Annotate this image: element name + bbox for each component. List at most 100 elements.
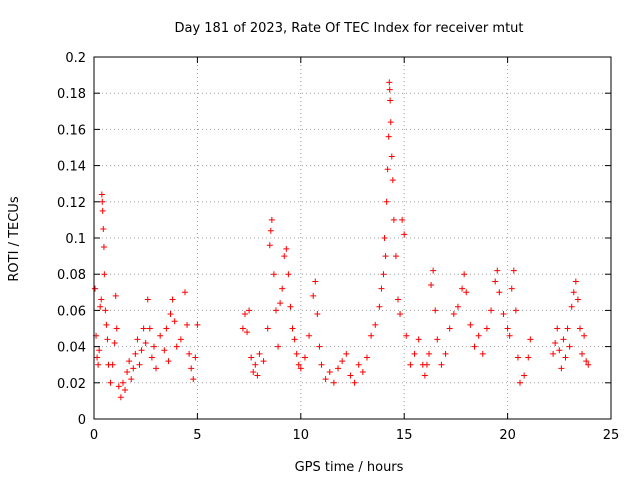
data-point: [572, 278, 579, 285]
data-point: [102, 307, 109, 314]
data-point: [380, 271, 387, 278]
y-tick-label: 0.02: [57, 377, 86, 392]
data-point: [161, 347, 168, 354]
data-point: [148, 354, 155, 361]
data-point: [266, 242, 273, 249]
data-point: [254, 372, 261, 379]
data-point: [387, 119, 394, 126]
data-point: [421, 372, 428, 379]
data-point: [426, 350, 433, 357]
data-point: [107, 379, 114, 386]
data-point: [94, 354, 101, 361]
data-point: [446, 325, 453, 332]
data-point: [510, 267, 517, 274]
data-point: [186, 350, 193, 357]
x-tick-label: 5: [193, 428, 201, 443]
data-point: [128, 376, 135, 383]
data-point: [343, 350, 350, 357]
data-point: [560, 336, 567, 343]
data-point: [119, 379, 126, 386]
data-point: [568, 303, 575, 310]
x-tick-label: 0: [90, 428, 98, 443]
data-point: [506, 332, 513, 339]
data-point: [517, 379, 524, 386]
data-point: [98, 296, 105, 303]
data-point: [92, 285, 99, 292]
data-point: [99, 207, 106, 214]
data-point: [372, 321, 379, 328]
data-point: [301, 354, 308, 361]
data-point: [335, 365, 342, 372]
data-point: [124, 368, 131, 375]
data-point: [98, 191, 105, 198]
data-point: [134, 336, 141, 343]
data-point: [96, 347, 103, 354]
data-point: [95, 361, 102, 368]
y-tick-label: 0.2: [65, 51, 86, 66]
data-point: [256, 350, 263, 357]
data-point: [244, 329, 251, 336]
data-point: [248, 354, 255, 361]
data-point: [399, 216, 406, 223]
data-point: [386, 79, 393, 86]
data-point: [500, 311, 507, 318]
data-point: [368, 332, 375, 339]
data-point: [384, 166, 391, 173]
data-point: [450, 311, 457, 318]
y-tick-label: 0.12: [57, 196, 86, 211]
data-point: [381, 235, 388, 241]
data-point: [99, 198, 106, 205]
data-point: [165, 358, 172, 365]
data-point: [169, 296, 176, 303]
data-point: [330, 379, 337, 386]
data-point: [512, 307, 519, 314]
data-point: [423, 361, 430, 368]
data-point: [576, 325, 583, 332]
data-point: [376, 303, 383, 310]
data-point: [260, 358, 267, 365]
data-point: [432, 307, 439, 314]
data-point: [438, 361, 445, 368]
data-point: [525, 354, 532, 361]
data-point: [100, 244, 107, 251]
data-point: [126, 358, 133, 365]
data-point: [552, 339, 559, 346]
data-point: [181, 289, 188, 296]
data-point: [117, 394, 124, 401]
data-point: [312, 278, 319, 285]
data-point: [385, 133, 392, 140]
data-point: [471, 343, 478, 350]
data-point: [483, 325, 490, 332]
data-point: [109, 361, 116, 368]
data-point: [316, 343, 323, 350]
chart-title: Day 181 of 2023, Rate Of TEC Index for r…: [174, 21, 523, 36]
data-point: [434, 336, 441, 343]
x-tick-label: 25: [603, 428, 620, 443]
y-tick-label: 0.16: [57, 123, 86, 138]
y-tick-label: 0.1: [65, 232, 86, 247]
data-point: [194, 321, 201, 328]
data-point: [297, 365, 304, 372]
data-point: [136, 361, 143, 368]
data-point: [130, 365, 137, 372]
data-point: [562, 354, 569, 361]
data-point: [514, 354, 521, 361]
data-point: [270, 271, 277, 278]
data-point: [310, 292, 317, 299]
data-point: [314, 311, 321, 318]
data-points: [92, 79, 592, 401]
data-point: [564, 325, 571, 332]
data-point: [461, 271, 468, 278]
data-point: [394, 296, 401, 303]
x-tick-label: 10: [293, 428, 310, 443]
data-point: [508, 285, 515, 292]
data-point: [401, 231, 408, 238]
axis-ticks: 0 5 10 15 20 25 0 0.02 0.04 0.06 0.08 0.1 0.12 0.14 0.…: [57, 51, 619, 443]
data-point: [142, 339, 149, 346]
data-point: [339, 358, 346, 365]
data-point: [521, 372, 528, 379]
data-point: [504, 325, 511, 332]
data-point: [459, 285, 466, 292]
data-point: [267, 227, 274, 234]
